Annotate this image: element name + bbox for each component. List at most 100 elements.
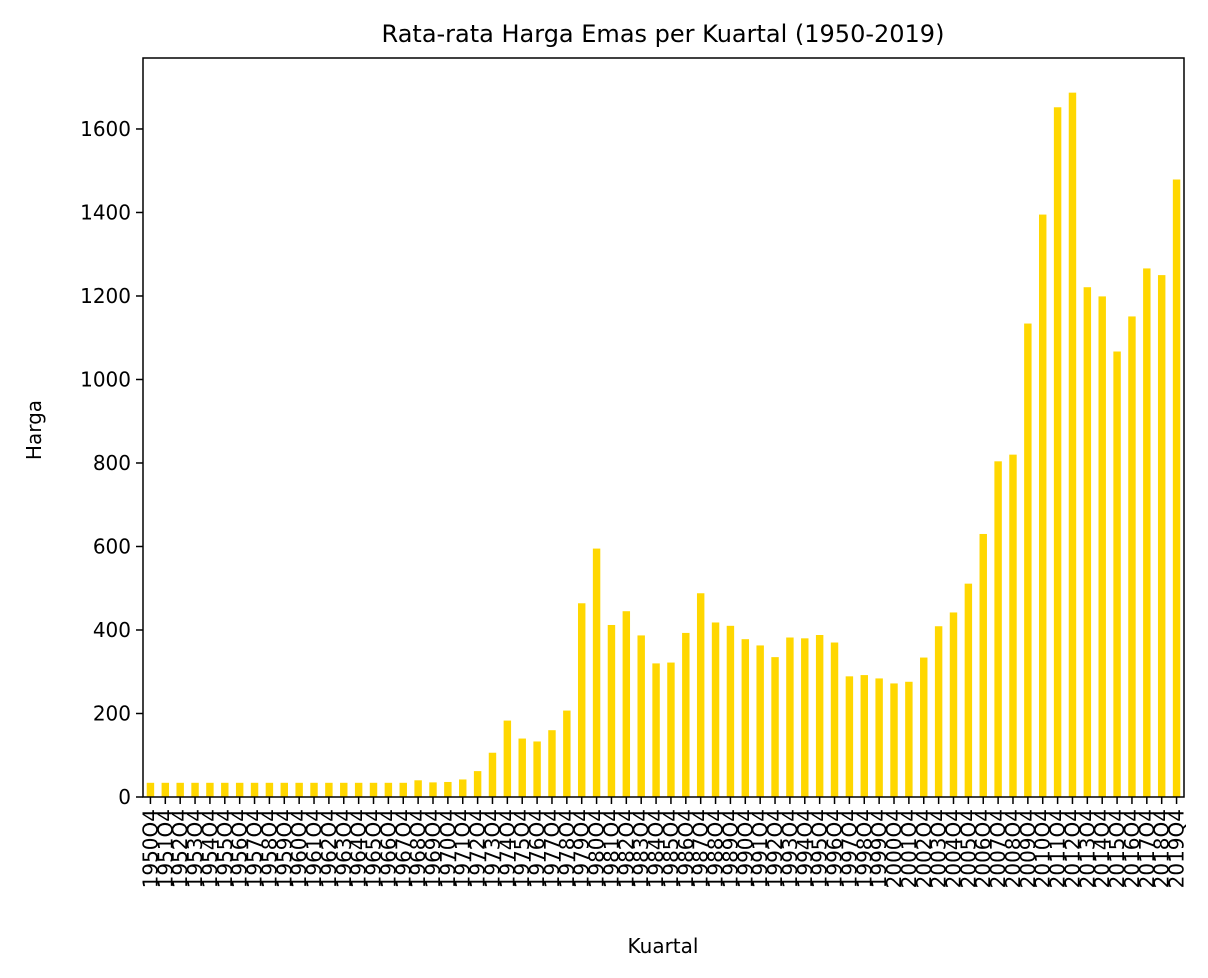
x-tick-label: 2016Q4 [1120,809,1144,888]
bar-1964Q4 [354,782,363,797]
x-tick-label: 1980Q4 [585,809,609,888]
bar-1954Q4 [206,782,214,797]
x-tick-label: 2013Q4 [1075,809,1099,888]
bar-2002Q4 [920,657,928,797]
bar-1999Q4 [875,678,883,797]
bar-1991Q4 [756,645,764,797]
x-tick-label: 1979Q4 [570,809,594,888]
bar-1959Q4 [280,782,288,797]
x-tick-label: 2010Q4 [1031,809,1055,888]
x-tick-label: 2001Q4 [897,809,921,888]
bar-1993Q4 [786,637,794,797]
x-tick-label: 1989Q4 [718,809,742,888]
bar-1953Q4 [191,782,199,797]
x-tick-label: 1956Q4 [228,809,252,888]
bar-1951Q4 [161,782,170,797]
bar-1974Q4 [503,720,512,797]
x-tick-label: 1962Q4 [317,809,341,888]
y-axis-title: Harga [22,400,46,460]
bar-1996Q4 [830,642,839,797]
x-tick-label: 1959Q4 [272,809,296,888]
x-tick-label: 1957Q4 [243,809,267,888]
bar-1976Q4 [533,741,541,797]
bar-2015Q4 [1113,351,1121,797]
x-tick-label: 1970Q4 [436,809,460,888]
bar-2009Q4 [1024,323,1032,797]
bar-2003Q4 [934,626,943,797]
y-axis: 0 200 400 600 800 1000 1200 1400 1600 [80,117,143,809]
y-tick-label: 800 [93,451,131,475]
x-tick-label: 2019Q4 [1165,809,1189,888]
x-tick-label: 1996Q4 [823,809,847,888]
x-tick-label: 1977Q4 [540,809,564,888]
x-tick-label: 1965Q4 [362,809,386,888]
x-tick-label: 1974Q4 [495,809,519,888]
x-tick-label: 2015Q4 [1105,809,1129,888]
x-axis: 1950Q41951Q41952Q41953Q41954Q41955Q41956… [138,797,1189,888]
bar-1969Q4 [429,782,437,797]
bar-1973Q4 [488,752,497,797]
bars-group [146,92,1181,797]
bar-2000Q4 [890,683,898,797]
bar-1992Q4 [771,657,779,797]
x-tick-label: 1985Q4 [659,809,683,888]
bar-1955Q4 [221,782,229,797]
bar-1988Q4 [711,622,720,797]
bar-1977Q4 [548,730,556,797]
x-tick-label: 1973Q4 [480,809,504,888]
bar-1978Q4 [563,710,571,797]
x-tick-label: 1976Q4 [525,809,549,888]
x-tick-label: 1971Q4 [451,809,475,888]
x-tick-label: 1988Q4 [704,809,728,888]
bar-2013Q4 [1083,287,1092,797]
x-tick-label: 1981Q4 [599,809,623,888]
x-tick-label: 1990Q4 [733,809,757,888]
x-tick-label: 1961Q4 [302,809,326,888]
bar-1997Q4 [845,676,854,797]
x-tick-label: 2011Q4 [1046,809,1070,888]
bar-1982Q4 [622,611,631,797]
bar-1995Q4 [815,635,824,797]
x-tick-label: 1972Q4 [466,809,490,888]
bar-1981Q4 [607,624,616,797]
bar-2006Q4 [979,533,987,797]
x-tick-label: 2007Q4 [986,809,1010,888]
y-tick-label: 200 [93,701,131,725]
x-tick-label: 1952Q4 [168,809,192,888]
bar-1962Q4 [325,782,333,797]
x-tick-label: 2004Q4 [941,809,965,888]
bar-1963Q4 [340,782,348,797]
bar-1956Q4 [235,782,244,797]
bar-1979Q4 [577,603,586,797]
x-tick-label: 1999Q4 [867,809,891,888]
x-tick-label: 1998Q4 [852,809,876,888]
bar-2014Q4 [1098,296,1106,797]
bar-2012Q4 [1068,92,1077,797]
x-tick-label: 2002Q4 [912,809,936,888]
x-tick-label: 2000Q4 [882,809,906,888]
y-tick-label: 1200 [80,284,131,308]
x-tick-label: 2012Q4 [1060,809,1084,888]
y-tick-label: 1400 [80,200,131,224]
bar-1952Q4 [176,782,184,797]
x-tick-label: 2017Q4 [1135,809,1159,888]
bar-1980Q4 [592,548,601,797]
x-tick-label: 1969Q4 [421,809,445,888]
bar-1990Q4 [741,639,750,797]
x-tick-label: 1954Q4 [198,809,222,888]
x-tick-label: 1955Q4 [213,809,237,888]
bar-1989Q4 [726,625,735,797]
x-tick-label: 1995Q4 [808,809,832,888]
x-tick-label: 1953Q4 [183,809,207,888]
bar-1968Q4 [414,780,422,797]
x-tick-label: 1997Q4 [837,809,861,888]
bar-1971Q4 [459,779,467,797]
bar-2016Q4 [1128,316,1136,797]
x-tick-label: 2018Q4 [1150,809,1174,888]
x-tick-label: 1991Q4 [748,809,772,888]
bar-1985Q4 [667,662,675,797]
x-tick-label: 2008Q4 [1001,809,1025,888]
bar-1986Q4 [682,632,690,797]
